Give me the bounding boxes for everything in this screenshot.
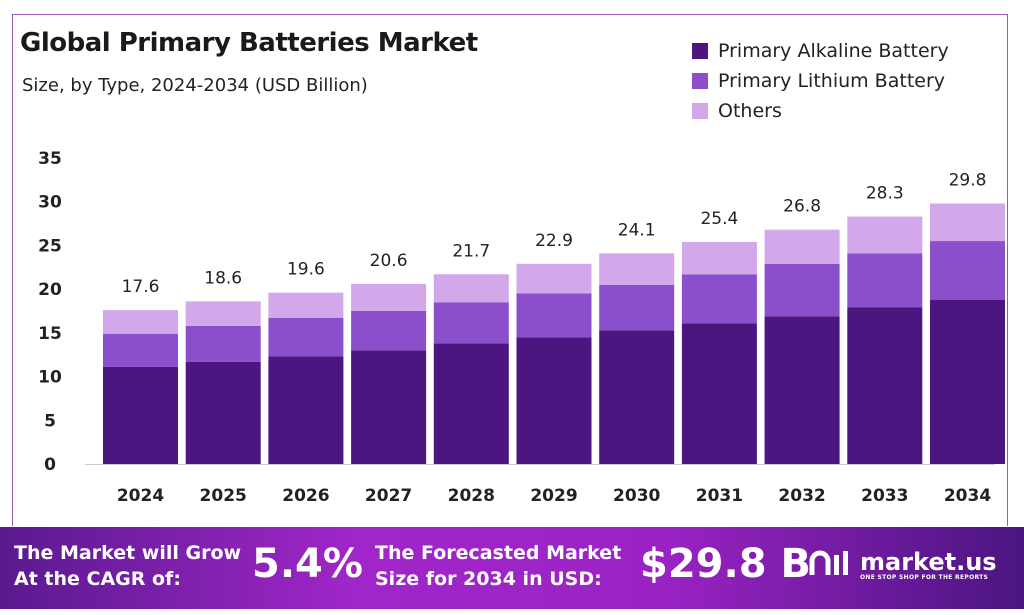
legend-label: Others [718, 100, 782, 122]
y-tick-label: 15 [38, 324, 62, 344]
total-label: 25.4 [700, 209, 738, 229]
bar-segment-primary-alkaline-battery [930, 299, 1005, 464]
legend-label: Primary Lithium Battery [718, 70, 946, 92]
total-label: 26.8 [783, 197, 821, 217]
bar-segment-others [351, 283, 427, 311]
bar-segment-primary-alkaline-battery [185, 361, 261, 464]
bar-segment-primary-alkaline-battery [268, 356, 344, 464]
bar-segment-others [103, 310, 178, 334]
bar-segment-primary-alkaline-battery [764, 316, 840, 464]
chart-plot: 0510152025303517.6202418.6202519.6202620… [38, 149, 1005, 506]
total-label: 18.6 [204, 268, 242, 288]
bar-segment-primary-alkaline-battery [599, 330, 675, 464]
total-label: 21.7 [452, 241, 490, 261]
bar-segment-primary-lithium-battery [847, 253, 923, 308]
legend-label: Primary Alkaline Battery [718, 40, 949, 62]
chart-title: Global Primary Batteries Market [20, 28, 478, 58]
x-tick-label: 2025 [200, 486, 247, 506]
x-tick-label: 2034 [944, 486, 991, 506]
chart-frame [12, 14, 1008, 526]
bar-segment-primary-alkaline-battery [681, 323, 757, 464]
legend-swatch [692, 103, 708, 119]
y-tick-label: 30 [38, 193, 62, 213]
bar-segment-others [268, 292, 344, 318]
bar-segment-others [516, 263, 592, 294]
x-tick-label: 2028 [448, 486, 495, 506]
forecast-value: $29.8 B [640, 541, 811, 587]
x-tick-label: 2030 [613, 486, 660, 506]
bar-segment-others [847, 216, 923, 254]
bar-segment-primary-alkaline-battery [433, 343, 509, 464]
bar-segment-primary-lithium-battery [351, 311, 427, 351]
y-tick-label: 20 [38, 280, 62, 300]
legend: Primary Alkaline Battery Primary Lithium… [692, 36, 949, 126]
cagr-label-2: At the CAGR of: [14, 568, 181, 590]
bar-segment-primary-lithium-battery [103, 333, 178, 367]
x-tick-label: 2032 [778, 486, 825, 506]
cagr-value: 5.4% [252, 541, 363, 587]
logo-tagline: ONE STOP SHOP FOR THE REPORTS [860, 573, 989, 581]
x-tick-label: 2024 [117, 486, 164, 506]
total-label: 20.6 [370, 251, 408, 271]
bar-segment-primary-lithium-battery [268, 317, 344, 357]
x-tick-label: 2026 [282, 486, 329, 506]
logo-text: market.us [860, 547, 997, 576]
legend-swatch [692, 73, 708, 89]
x-tick-label: 2029 [530, 486, 577, 506]
bar-segment-primary-alkaline-battery [847, 307, 923, 464]
total-label: 22.9 [535, 231, 573, 251]
bar-segment-primary-lithium-battery [516, 293, 592, 338]
legend-item: Others [692, 96, 949, 126]
bar-segment-primary-lithium-battery [599, 284, 675, 331]
logo-icon [809, 550, 848, 575]
forecast-label: The Forecasted Market [375, 542, 622, 564]
total-label: 17.6 [122, 277, 160, 297]
forecast-label-2: Size for 2034 in USD: [375, 568, 602, 590]
y-tick-label: 10 [38, 368, 62, 388]
bar-segment-primary-alkaline-battery [103, 366, 178, 464]
bar-segment-primary-lithium-battery [681, 274, 757, 324]
summary-banner: The Market will Grow At the CAGR of: 5.4… [0, 527, 1024, 609]
bar-segment-primary-lithium-battery [930, 241, 1005, 300]
chart-subtitle: Size, by Type, 2024-2034 (USD Billion) [22, 75, 368, 96]
total-label: 24.1 [618, 220, 656, 240]
x-tick-label: 2031 [696, 486, 743, 506]
bar-segment-others [599, 253, 675, 285]
bar-segment-primary-alkaline-battery [516, 337, 592, 464]
legend-item: Primary Alkaline Battery [692, 36, 949, 66]
bar-segment-others [681, 241, 757, 275]
legend-swatch [692, 43, 708, 59]
bar-segment-others [185, 301, 261, 326]
total-label: 28.3 [866, 184, 904, 204]
total-label: 19.6 [287, 260, 325, 280]
legend-item: Primary Lithium Battery [692, 66, 949, 96]
cagr-label: The Market will Grow [14, 542, 242, 564]
bar-segment-primary-lithium-battery [433, 302, 509, 344]
bar-segment-others [930, 203, 1005, 242]
y-tick-label: 25 [38, 236, 62, 256]
y-tick-label: 0 [44, 455, 56, 475]
total-label: 29.8 [949, 170, 987, 190]
bar-segment-primary-lithium-battery [185, 325, 261, 362]
x-tick-label: 2033 [861, 486, 908, 506]
y-tick-label: 5 [44, 411, 56, 431]
bar-segment-primary-alkaline-battery [351, 350, 427, 464]
bar-segment-others [433, 274, 509, 303]
x-tick-label: 2027 [365, 486, 412, 506]
y-tick-label: 35 [38, 149, 62, 169]
bar-segment-others [764, 229, 840, 264]
bar-segment-primary-lithium-battery [764, 263, 840, 317]
market-us-logo: market.us ONE STOP SHOP FOR THE REPORTS [808, 547, 997, 583]
